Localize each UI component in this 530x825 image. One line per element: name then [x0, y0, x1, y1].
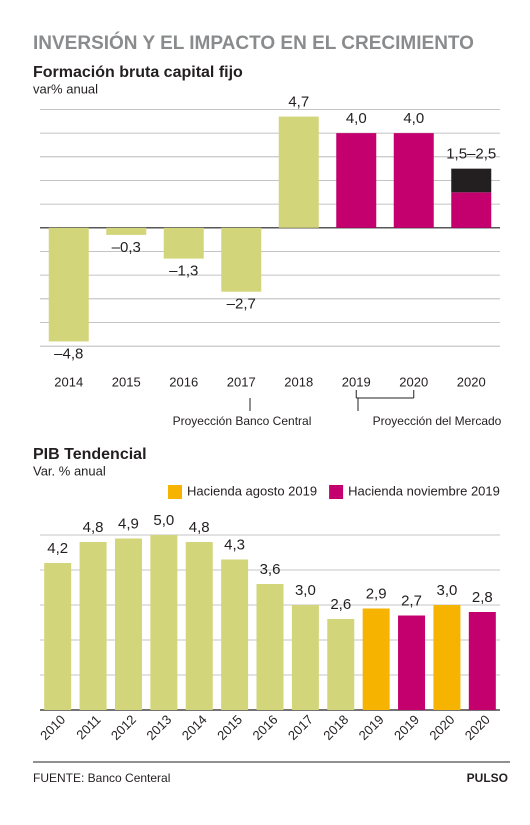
bar — [336, 133, 377, 228]
x-tick-label: 2013 — [143, 712, 174, 743]
bar — [433, 605, 461, 710]
value-label: 2,8 — [472, 589, 493, 606]
bar — [48, 227, 89, 342]
chart-title: PIB Tendencial — [33, 446, 147, 463]
value-label: 3,6 — [260, 561, 281, 578]
value-label: –0,3 — [112, 239, 141, 256]
x-tick-label: 2020 — [399, 374, 428, 389]
x-tick-label: 2017 — [227, 374, 256, 389]
x-tick-label: 2015 — [112, 374, 141, 389]
x-tick-label: 2011 — [73, 712, 103, 742]
chart-title: Formación bruta capital fijo — [33, 64, 243, 81]
legend-label: Hacienda agosto 2019 — [187, 483, 317, 498]
x-tick-label: 2014 — [179, 712, 210, 743]
value-label: 2,9 — [366, 585, 387, 602]
brand: PULSO — [467, 771, 508, 785]
x-tick-label: 2019 — [356, 712, 387, 743]
bar — [393, 133, 434, 228]
bar — [468, 612, 496, 710]
bar — [256, 584, 284, 710]
annotation: Proyección del Mercado — [373, 414, 502, 428]
x-tick-label: 2018 — [320, 712, 351, 743]
bar — [106, 227, 147, 235]
value-label: 4,0 — [403, 110, 424, 127]
x-tick-label: 2019 — [391, 712, 422, 743]
value-label: 2,7 — [401, 592, 422, 609]
bar — [398, 615, 426, 710]
x-tick-label: 2010 — [37, 712, 68, 743]
x-tick-label: 2017 — [285, 712, 316, 743]
bar — [327, 619, 355, 710]
value-label: 3,0 — [295, 582, 316, 599]
main-title: INVERSIÓN Y EL IMPACTO EN EL CRECIMIENTO — [33, 32, 474, 54]
value-label: –4,8 — [54, 345, 83, 362]
legend-swatch — [168, 485, 182, 499]
bar — [163, 227, 204, 259]
x-tick-label: 2012 — [108, 712, 139, 743]
value-label: 2,6 — [330, 596, 351, 613]
value-label: 4,9 — [118, 515, 139, 532]
legend-label: Hacienda noviembre 2019 — [348, 483, 500, 498]
value-label: 4,8 — [189, 519, 210, 536]
bar — [221, 227, 262, 292]
value-label: 4,2 — [47, 540, 68, 557]
value-label: 4,3 — [224, 536, 245, 553]
value-label: –1,3 — [169, 263, 198, 280]
bar — [451, 192, 492, 228]
value-label: 4,7 — [288, 94, 309, 111]
x-tick-label: 2020 — [426, 712, 457, 743]
bar — [150, 535, 178, 710]
x-tick-label: 2018 — [284, 374, 313, 389]
x-tick-label: 2019 — [342, 374, 371, 389]
legend-swatch — [329, 485, 344, 499]
bar — [79, 542, 107, 710]
value-label: 1,5–2,5 — [446, 146, 496, 163]
source: FUENTE: Banco Centeral — [33, 771, 170, 785]
bar — [114, 538, 142, 710]
x-tick-label: 2020 — [462, 712, 493, 743]
value-label: –2,7 — [227, 296, 256, 313]
value-label: 3,0 — [436, 582, 457, 599]
bar — [185, 542, 213, 710]
value-label: 4,0 — [346, 110, 367, 127]
bar — [291, 605, 319, 710]
x-tick-label: 2016 — [169, 374, 198, 389]
annotation: Proyección Banco Central — [173, 414, 312, 428]
bar — [44, 563, 72, 710]
x-tick-label: 2020 — [457, 374, 486, 389]
bar — [362, 608, 390, 710]
value-label: 5,0 — [153, 512, 174, 529]
x-tick-label: 2016 — [249, 712, 280, 743]
bar — [221, 559, 249, 710]
value-label: 4,8 — [83, 519, 104, 536]
chart-subtitle: Var. % anual — [33, 463, 106, 478]
chart-subtitle: var% anual — [33, 81, 98, 96]
range-segment — [451, 168, 492, 193]
x-tick-label: 2015 — [214, 712, 245, 743]
bar — [278, 116, 319, 228]
x-tick-label: 2014 — [54, 374, 83, 389]
